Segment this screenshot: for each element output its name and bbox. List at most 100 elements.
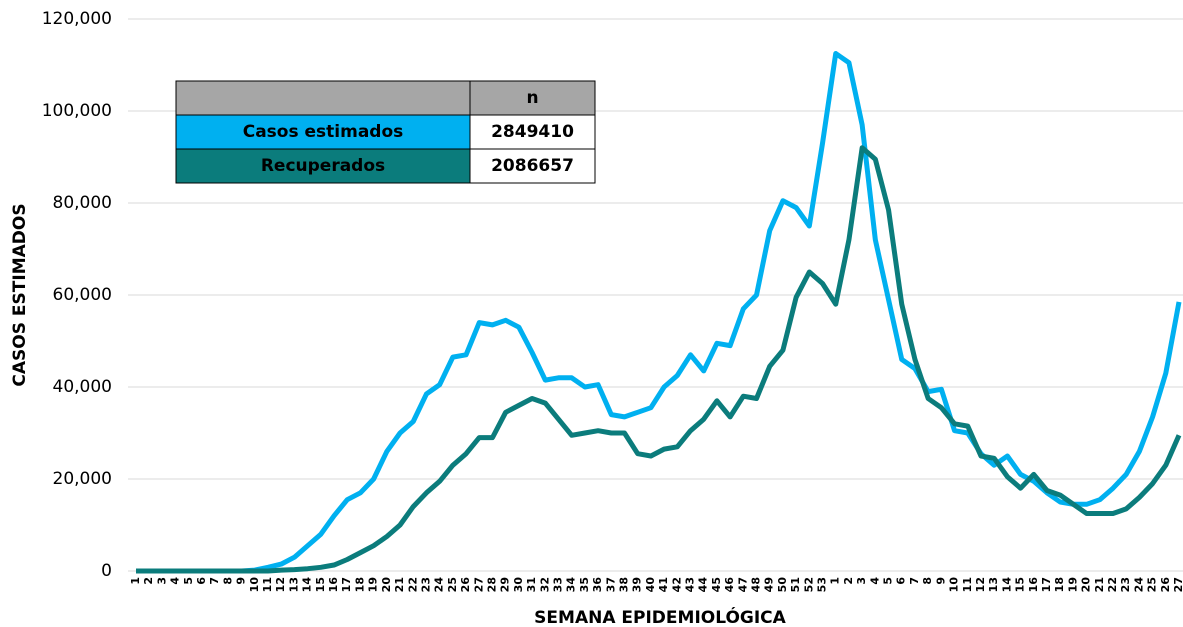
x-tick-label: 27 <box>1172 577 1183 592</box>
x-tick-label: 41 <box>657 577 670 592</box>
x-tick-label: 7 <box>908 577 921 585</box>
x-tick-label: 7 <box>208 577 221 585</box>
legend-total: 2849410 <box>491 122 574 142</box>
x-tick-label: 20 <box>380 577 393 593</box>
x-tick-label: 8 <box>921 577 934 585</box>
x-tick-label: 31 <box>525 577 538 592</box>
legend-total: 2086657 <box>491 156 574 176</box>
x-tick-label: 21 <box>1093 577 1106 592</box>
legend-label: Casos estimados <box>243 122 404 142</box>
x-tick-label: 37 <box>604 577 617 592</box>
y-axis-title: CASOS ESTIMADOS <box>10 203 30 386</box>
x-tick-label: 17 <box>1040 577 1053 592</box>
x-tick-label: 47 <box>736 577 749 592</box>
x-tick-label: 25 <box>446 577 459 592</box>
x-tick-label: 13 <box>987 577 1000 592</box>
x-tick-label: 45 <box>710 577 723 592</box>
x-tick-label: 33 <box>551 577 564 592</box>
x-tick-label: 6 <box>195 577 208 585</box>
y-tick-label: 0 <box>101 561 112 581</box>
x-tick-label: 34 <box>565 577 578 593</box>
x-tick-label: 39 <box>631 577 644 592</box>
x-tick-label: 12 <box>274 577 287 592</box>
y-tick-label: 20,000 <box>53 469 112 489</box>
x-tick-label: 2 <box>842 577 855 585</box>
series-line <box>136 51 1182 574</box>
x-tick-label: 48 <box>750 577 763 592</box>
x-tick-label: 50 <box>776 577 789 593</box>
x-tick-label: 12 <box>974 577 987 592</box>
x-tick-label: 36 <box>591 577 604 593</box>
x-tick-label: 13 <box>287 577 300 592</box>
x-tick-label: 52 <box>802 577 815 592</box>
x-tick-label: 3 <box>155 577 168 585</box>
x-tick-label: 28 <box>485 577 498 592</box>
x-tick-label: 8 <box>221 577 234 585</box>
x-tick-label: 30 <box>512 577 525 593</box>
y-tick-label: 120,000 <box>42 9 112 29</box>
x-tick-label: 20 <box>1080 577 1093 593</box>
x-tick-label: 40 <box>644 577 657 593</box>
x-tick-label: 53 <box>816 577 829 592</box>
table-header-cell <box>469 80 596 116</box>
x-tick-label: 4 <box>169 577 182 585</box>
x-tick-label: 10 <box>948 577 961 593</box>
table-cell <box>469 148 596 184</box>
x-tick-label: 11 <box>961 577 974 592</box>
table-cell <box>469 114 596 150</box>
x-tick-label: 9 <box>235 577 248 585</box>
x-tick-label: 5 <box>182 577 195 585</box>
x-tick-label: 1 <box>829 577 842 585</box>
x-tick-label: 22 <box>406 577 419 592</box>
x-tick-label: 35 <box>578 577 591 592</box>
x-tick-label: 16 <box>327 577 340 593</box>
x-tick-label: 10 <box>248 577 261 593</box>
y-tick-label: 80,000 <box>53 193 112 213</box>
x-tick-label: 23 <box>419 577 432 592</box>
x-tick-label: 18 <box>1053 577 1066 592</box>
y-tick-label: 60,000 <box>53 285 112 305</box>
x-tick-label: 15 <box>314 577 327 592</box>
x-tick-label: 4 <box>868 577 881 585</box>
x-tick-label: 11 <box>261 577 274 592</box>
x-tick-label: 21 <box>393 577 406 592</box>
x-tick-label: 51 <box>789 577 802 592</box>
x-axis-title: SEMANA EPIDEMIOLÓGICA <box>534 606 786 627</box>
x-tick-label: 23 <box>1119 577 1132 592</box>
x-tick-label: 26 <box>1159 577 1172 593</box>
x-tick-label: 29 <box>499 577 512 592</box>
x-tick-label: 32 <box>538 577 551 592</box>
x-tick-label: 18 <box>353 577 366 592</box>
legend-table: n Casos estimados 2849410 Recuperados 208665… <box>175 80 596 184</box>
x-tick-label: 25 <box>1146 577 1159 592</box>
x-tick-label: 46 <box>723 577 736 593</box>
x-tick-label: 22 <box>1106 577 1119 592</box>
legend-label: Recuperados <box>261 156 385 176</box>
x-tick-label: 26 <box>459 577 472 593</box>
x-tick-label: 5 <box>882 577 895 585</box>
series-line <box>136 145 1182 574</box>
x-tick-label: 42 <box>670 577 683 592</box>
table-header: n <box>526 88 538 108</box>
x-tick-label: 24 <box>433 577 446 593</box>
x-tick-label: 16 <box>1027 577 1040 593</box>
x-tick-label: 15 <box>1014 577 1027 592</box>
x-tick-label: 44 <box>697 577 710 593</box>
x-tick-label: 3 <box>855 577 868 585</box>
x-tick-label: 49 <box>763 577 776 592</box>
y-tick-label: 40,000 <box>53 377 112 397</box>
y-tick-label: 100,000 <box>42 101 112 121</box>
x-tick-label: 9 <box>934 577 947 585</box>
x-tick-label: 14 <box>301 577 314 593</box>
x-tick-label: 1 <box>129 577 142 585</box>
x-tick-label: 19 <box>1066 577 1079 592</box>
x-tick-label: 19 <box>367 577 380 592</box>
table-header-cell <box>175 80 471 116</box>
x-tick-label: 43 <box>684 577 697 592</box>
x-tick-label: 14 <box>1000 577 1013 593</box>
x-tick-label: 27 <box>472 577 485 592</box>
x-tick-label: 6 <box>895 577 908 585</box>
x-tick-label: 17 <box>340 577 353 592</box>
x-tick-label: 38 <box>617 577 630 592</box>
